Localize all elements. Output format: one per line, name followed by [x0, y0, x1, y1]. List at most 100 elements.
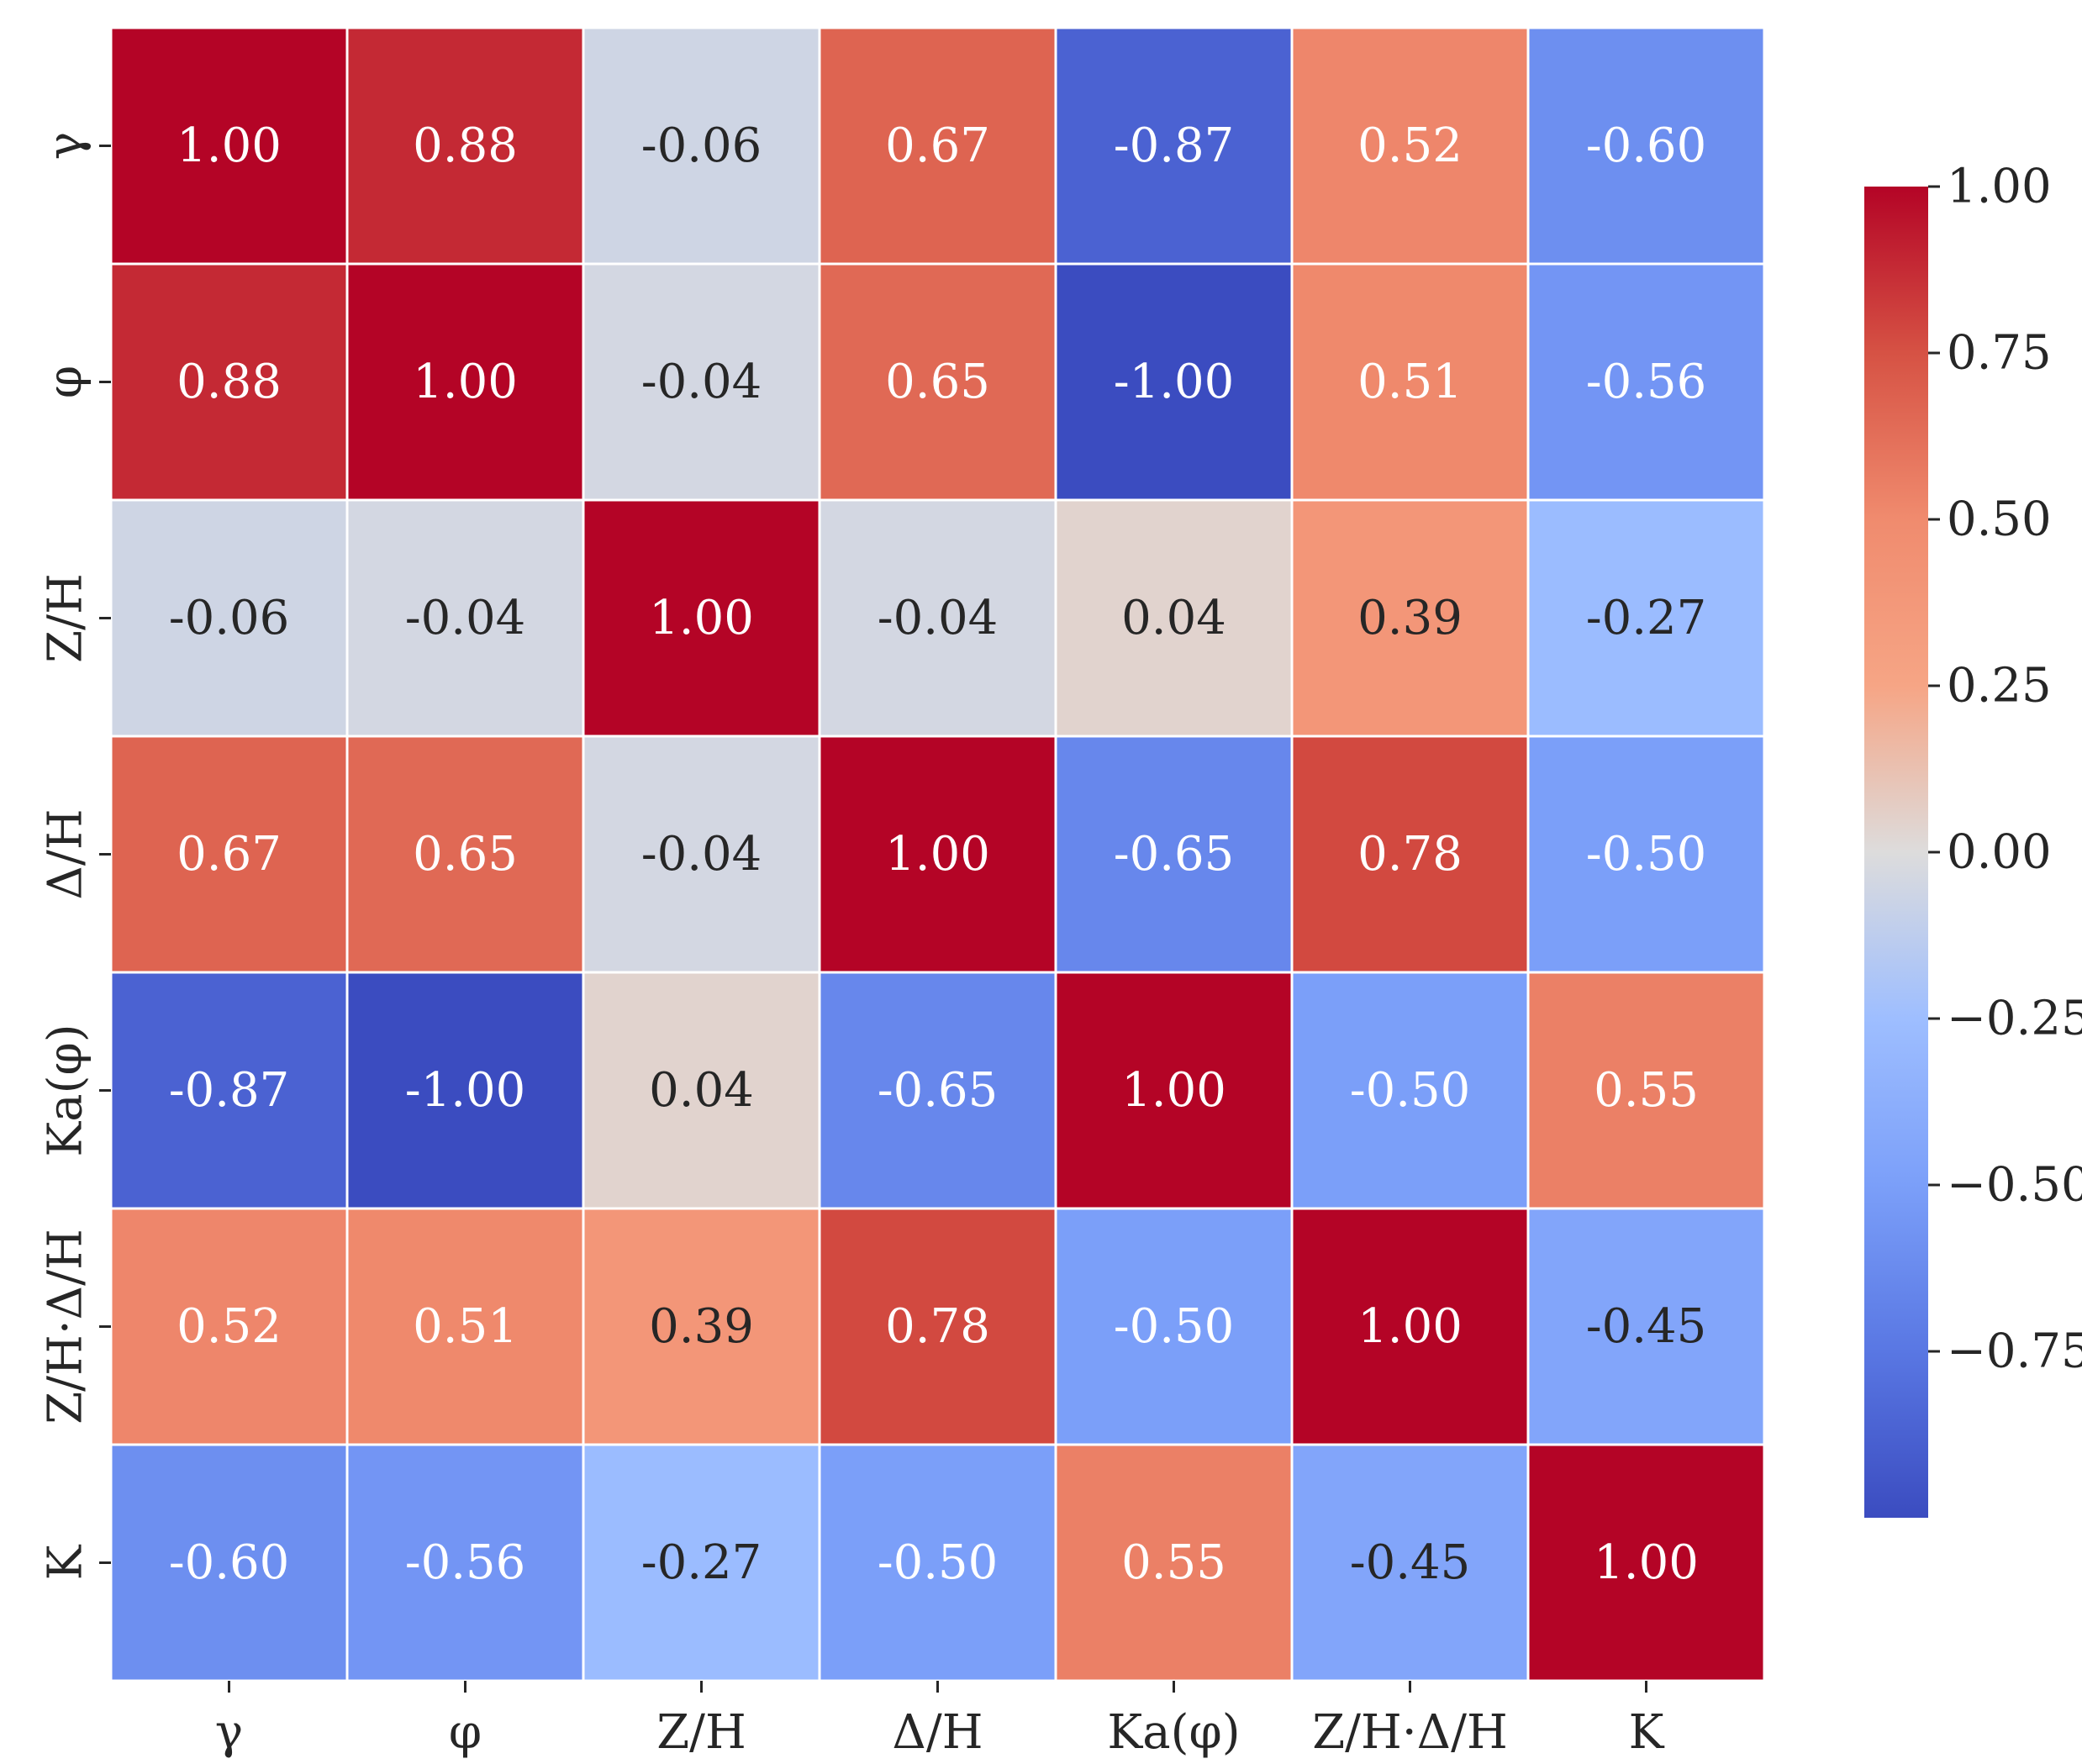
x-tick-label: Ka(φ) [1107, 1705, 1240, 1760]
cell-value-label: 1.00 [649, 591, 754, 645]
cell-value-label: -0.50 [1586, 827, 1707, 882]
cell-value-label: -0.60 [1586, 118, 1707, 173]
cell-value-label: -1.00 [1114, 355, 1235, 409]
cell-value-label: 0.67 [177, 827, 282, 882]
y-tick-label: Z/H [39, 573, 93, 663]
cell-value-label: 0.55 [1594, 1063, 1699, 1118]
cell-value-label: 0.88 [413, 118, 518, 173]
heatmap-cell-r2-c5 [1290, 498, 1530, 738]
heatmap-cell-r3-c3 [818, 735, 1057, 974]
heatmap-cell-r3-c5 [1290, 735, 1530, 974]
heatmap-cell-r0-c4 [1054, 26, 1294, 266]
cell-value-label: 0.65 [885, 355, 990, 409]
cell-value-label: -0.50 [1114, 1299, 1235, 1354]
cell-value-label: 1.00 [177, 118, 282, 173]
heatmap-cells: 1.00 0.88 -0.06 0.67 -0.87 0.52 -0.60 0.88 1.00 -… [109, 26, 1766, 1682]
cell-value-label: -0.50 [878, 1535, 999, 1590]
heatmap-cell-r3-c0 [109, 735, 349, 974]
colorbar-tick-label: 0.25 [1947, 659, 2052, 713]
cell-value-label: -0.87 [1114, 118, 1235, 173]
heatmap-cell-r0-c0 [109, 26, 349, 266]
colorbar: 1.00 0.75 0.50 0.25 0.00 −0.25 −0.50 −0.75 [1864, 160, 2082, 1518]
heatmap-cell-r3-c1 [345, 735, 585, 974]
cell-value-label: -0.27 [1586, 591, 1707, 645]
colorbar-tick-label: 0.50 [1947, 492, 2052, 547]
colorbar-tick-label: −0.25 [1947, 992, 2082, 1046]
cell-value-label: -0.45 [1586, 1299, 1707, 1354]
heatmap-cell-r6-c5 [1290, 1443, 1530, 1682]
y-tick-label: φ [39, 366, 93, 398]
y-tick-label: γ [39, 132, 93, 160]
cell-value-label: -1.00 [405, 1063, 526, 1118]
cell-value-label: -0.50 [1350, 1063, 1471, 1118]
heatmap-cell-r3-c6 [1526, 735, 1766, 974]
cell-value-label: 1.00 [1594, 1535, 1699, 1590]
heatmap-cell-r5-c6 [1526, 1207, 1766, 1446]
cell-value-label: 1.00 [885, 827, 990, 882]
y-tick-label: K [39, 1544, 93, 1580]
cell-value-label: -0.60 [169, 1535, 290, 1590]
cell-value-label: 0.52 [1357, 118, 1463, 173]
heatmap-cell-r5-c0 [109, 1207, 349, 1446]
cell-value-label: -0.87 [169, 1063, 290, 1118]
heatmap-cell-r2-c2 [582, 498, 821, 738]
cell-value-label: -0.27 [641, 1535, 762, 1590]
colorbar-tick-label: −0.75 [1947, 1324, 2082, 1379]
heatmap-cell-r6-c3 [818, 1443, 1057, 1682]
cell-value-label: 0.51 [1357, 355, 1463, 409]
cell-value-label: -0.04 [405, 591, 526, 645]
colorbar-tick-label: 0.75 [1947, 326, 2052, 381]
heatmap-cell-r6-c2 [582, 1443, 821, 1682]
heatmap-cell-r5-c2 [582, 1207, 821, 1446]
x-tick-label: K [1629, 1705, 1665, 1760]
heatmap-cell-r0-c3 [818, 26, 1057, 266]
heatmap-cell-r6-c4 [1054, 1443, 1294, 1682]
cell-value-label: -0.45 [1350, 1535, 1471, 1590]
x-tick-label: Z/H·Δ/H [1312, 1705, 1508, 1760]
x-tick-label: φ [449, 1705, 482, 1760]
heatmap-cell-r2-c4 [1054, 498, 1294, 738]
y-tick-label: Ka(φ) [39, 1024, 93, 1156]
cell-value-label: -0.56 [405, 1535, 526, 1590]
heatmap-cell-r6-c0 [109, 1443, 349, 1682]
cell-value-label: -0.04 [641, 355, 762, 409]
cell-value-label: 0.67 [885, 118, 990, 173]
cell-value-label: -0.06 [641, 118, 762, 173]
heatmap-cell-r6-c6 [1526, 1443, 1766, 1682]
cell-value-label: 0.51 [413, 1299, 518, 1354]
heatmap-cell-r2-c3 [818, 498, 1057, 738]
heatmap-cell-r4-c0 [109, 971, 349, 1210]
cell-value-label: -0.56 [1586, 355, 1707, 409]
heatmap-cell-r2-c1 [345, 498, 585, 738]
heatmap-cell-r1-c2 [582, 262, 821, 502]
x-axis-labels: γ φ Z/H Δ/H Ka(φ) Z/H·Δ/H K [215, 1681, 1665, 1760]
cell-value-label: 0.04 [649, 1063, 754, 1118]
y-tick-label: Δ/H [39, 808, 93, 899]
cell-value-label: -0.04 [641, 827, 762, 882]
heatmap-cell-r5-c1 [345, 1207, 585, 1446]
heatmap-cell-r0-c5 [1290, 26, 1530, 266]
cell-value-label: -0.06 [169, 591, 290, 645]
heatmap-cell-r5-c4 [1054, 1207, 1294, 1446]
x-tick-label: γ [215, 1705, 243, 1760]
colorbar-tick-label: 1.00 [1947, 160, 2052, 214]
cell-value-label: 0.39 [649, 1299, 754, 1354]
heatmap-cell-r1-c6 [1526, 262, 1766, 502]
heatmap-cell-r0-c1 [345, 26, 585, 266]
heatmap-cell-r1-c5 [1290, 262, 1530, 502]
cell-value-label: -0.04 [878, 591, 999, 645]
cell-value-label: 1.00 [413, 355, 518, 409]
colorbar-tick-label: 0.00 [1947, 825, 2052, 880]
heatmap-cell-r1-c4 [1054, 262, 1294, 502]
cell-value-label: -0.65 [878, 1063, 999, 1118]
x-tick-label: Δ/H [892, 1705, 983, 1760]
cell-value-label: 1.00 [1357, 1299, 1463, 1354]
cell-value-label: 0.78 [885, 1299, 990, 1354]
cell-value-label: 1.00 [1121, 1063, 1226, 1118]
x-tick-label: Z/H [656, 1705, 746, 1760]
cell-value-label: 0.88 [177, 355, 282, 409]
cell-value-label: 0.78 [1357, 827, 1463, 882]
heatmap-cell-r4-c6 [1526, 971, 1766, 1210]
heatmap-cell-r0-c2 [582, 26, 821, 266]
